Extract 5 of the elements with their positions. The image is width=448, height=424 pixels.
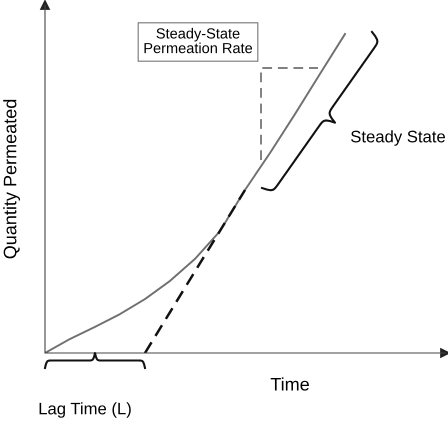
text: Lag Time (L) — [40, 402, 131, 418]
annotation: Steady-State Permeation Rate — [144, 28, 252, 54]
annotation: Steady State — [351, 130, 445, 146]
x-axis-title: Time — [270, 377, 309, 391]
y-axis-title: Quantity Permeated — [3, 100, 20, 258]
